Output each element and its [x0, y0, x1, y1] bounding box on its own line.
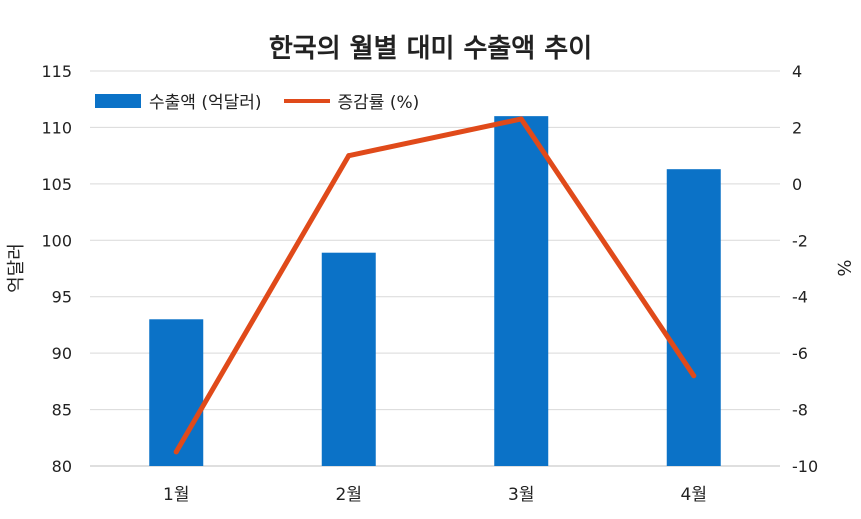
- line-point-1: [173, 449, 179, 455]
- legend-line-label: 증감률 (%): [337, 93, 420, 113]
- legend-item-line: 증감률 (%): [283, 88, 420, 113]
- x-tick-label: 1월: [163, 485, 189, 505]
- y-right-tick-label: -10: [792, 457, 818, 476]
- y-left-tick-label: 85: [52, 401, 72, 420]
- bar-2: [321, 252, 376, 466]
- legend-bar-label: 수출액 (억달러): [149, 93, 262, 113]
- line-point-4: [691, 373, 697, 379]
- chart-title: 한국의 월별 대미 수출액 추이: [268, 34, 593, 64]
- y-right-tick-label: -8: [792, 401, 808, 420]
- legend-item-bar: 수출액 (억달러): [95, 88, 262, 113]
- chart-legend: 수출액 (억달러) 증감률 (%): [95, 88, 441, 113]
- line-point-3: [518, 116, 524, 122]
- y-right-tick-label: 0: [792, 175, 802, 194]
- y-right-tick-label: -4: [792, 288, 808, 307]
- legend-line-swatch: [283, 98, 330, 103]
- y-right-tick-label: -6: [792, 344, 808, 363]
- y-left-tick-label: 105: [41, 175, 72, 194]
- y-left-tick-label: 110: [41, 118, 72, 137]
- y-right-tick-label: -2: [792, 231, 808, 250]
- line-point-2: [346, 153, 352, 159]
- bar-1: [149, 319, 204, 466]
- y-right-tick-label: 4: [792, 62, 802, 81]
- y-left-tick-label: 115: [41, 62, 72, 81]
- line-series-rate: [173, 116, 697, 455]
- y-left-tick-label: 80: [52, 457, 72, 476]
- x-tick-label: 3월: [508, 485, 534, 505]
- bar-3: [494, 116, 549, 467]
- y-left-tick-label: 95: [52, 288, 72, 307]
- y-left-tick-label: 90: [52, 344, 72, 363]
- legend-bar-swatch: [95, 93, 141, 108]
- x-tick-label: 4월: [681, 485, 707, 505]
- bar-4: [666, 169, 721, 466]
- y-right-tick-label: 2: [792, 118, 802, 137]
- y-left-tick-label: 100: [41, 231, 72, 250]
- x-tick-label: 2월: [336, 485, 362, 505]
